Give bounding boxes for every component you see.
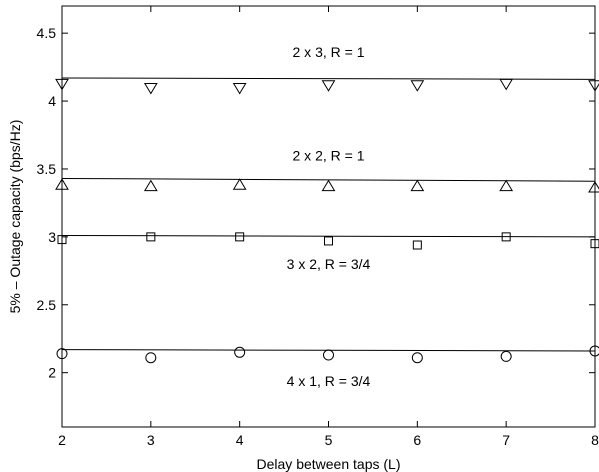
y-axis-label: 5% – Outage capacity (bps/Hz)	[7, 120, 23, 314]
x-tick-label: 7	[502, 432, 510, 448]
data-point-triangle-up	[499, 179, 514, 192]
series-annotation: 2 x 3, R = 1	[293, 44, 365, 60]
data-point-circle	[500, 350, 512, 362]
y-tick-label: 4.5	[37, 25, 57, 41]
data-point-triangle-down	[410, 80, 425, 92]
data-point-square	[412, 240, 422, 250]
data-point-circle	[234, 346, 246, 358]
data-point-triangle-down	[588, 80, 599, 92]
y-tick-label: 4	[48, 93, 56, 109]
data-point-triangle-down	[143, 82, 158, 95]
data-point-circle	[56, 348, 68, 360]
data-point-triangle-up	[321, 179, 336, 192]
data-point-square	[324, 236, 333, 246]
data-point-triangle-up	[410, 179, 425, 192]
chart-labels: 2 3 4 5 6 7 8 2 2.5 3 3.5 4 4.5 Delay between taps (L…	[7, 25, 599, 472]
y-tick-label: 2	[48, 365, 56, 381]
data-point-square	[501, 232, 511, 242]
data-point-square	[146, 232, 156, 242]
plot-frame	[61, 5, 596, 428]
data-point-square	[590, 239, 599, 249]
data-marks	[55, 77, 599, 364]
data-point-triangle-up	[55, 178, 69, 190]
x-axis-label: Delay between taps (L)	[257, 456, 401, 472]
x-tick-label: 4	[236, 432, 244, 448]
data-point-triangle-down	[499, 78, 514, 91]
y-tick-label: 2.5	[37, 297, 57, 313]
data-point-circle	[323, 349, 334, 361]
data-point-triangle-down	[232, 82, 247, 95]
data-point-circle	[411, 352, 423, 364]
x-tick-label: 6	[413, 432, 421, 448]
data-point-triangle-down	[55, 78, 69, 91]
data-point-square	[235, 232, 245, 242]
data-point-triangle-up	[232, 178, 247, 190]
y-tick-label: 3.5	[37, 161, 57, 177]
data-point-triangle-up	[143, 179, 158, 192]
series-fit-line	[61, 77, 596, 80]
x-tick-label: 5	[325, 432, 333, 448]
plot-area	[61, 5, 596, 428]
y-tick-label: 3	[48, 229, 56, 245]
series-annotation: 4 x 1, R = 3/4	[287, 373, 371, 389]
x-tick-label: 8	[591, 432, 599, 448]
series-annotation: 2 x 2, R = 1	[293, 147, 365, 163]
data-point-circle	[589, 345, 599, 357]
x-tick-label: 3	[147, 432, 155, 448]
data-point-triangle-down	[321, 80, 336, 92]
data-point-square	[57, 235, 67, 245]
series-annotation: 3 x 2, R = 3/4	[287, 256, 371, 272]
x-tick-label: 2	[58, 432, 66, 448]
series-fit-line	[61, 235, 596, 238]
data-point-circle	[145, 352, 157, 364]
data-point-triangle-up	[588, 181, 599, 193]
